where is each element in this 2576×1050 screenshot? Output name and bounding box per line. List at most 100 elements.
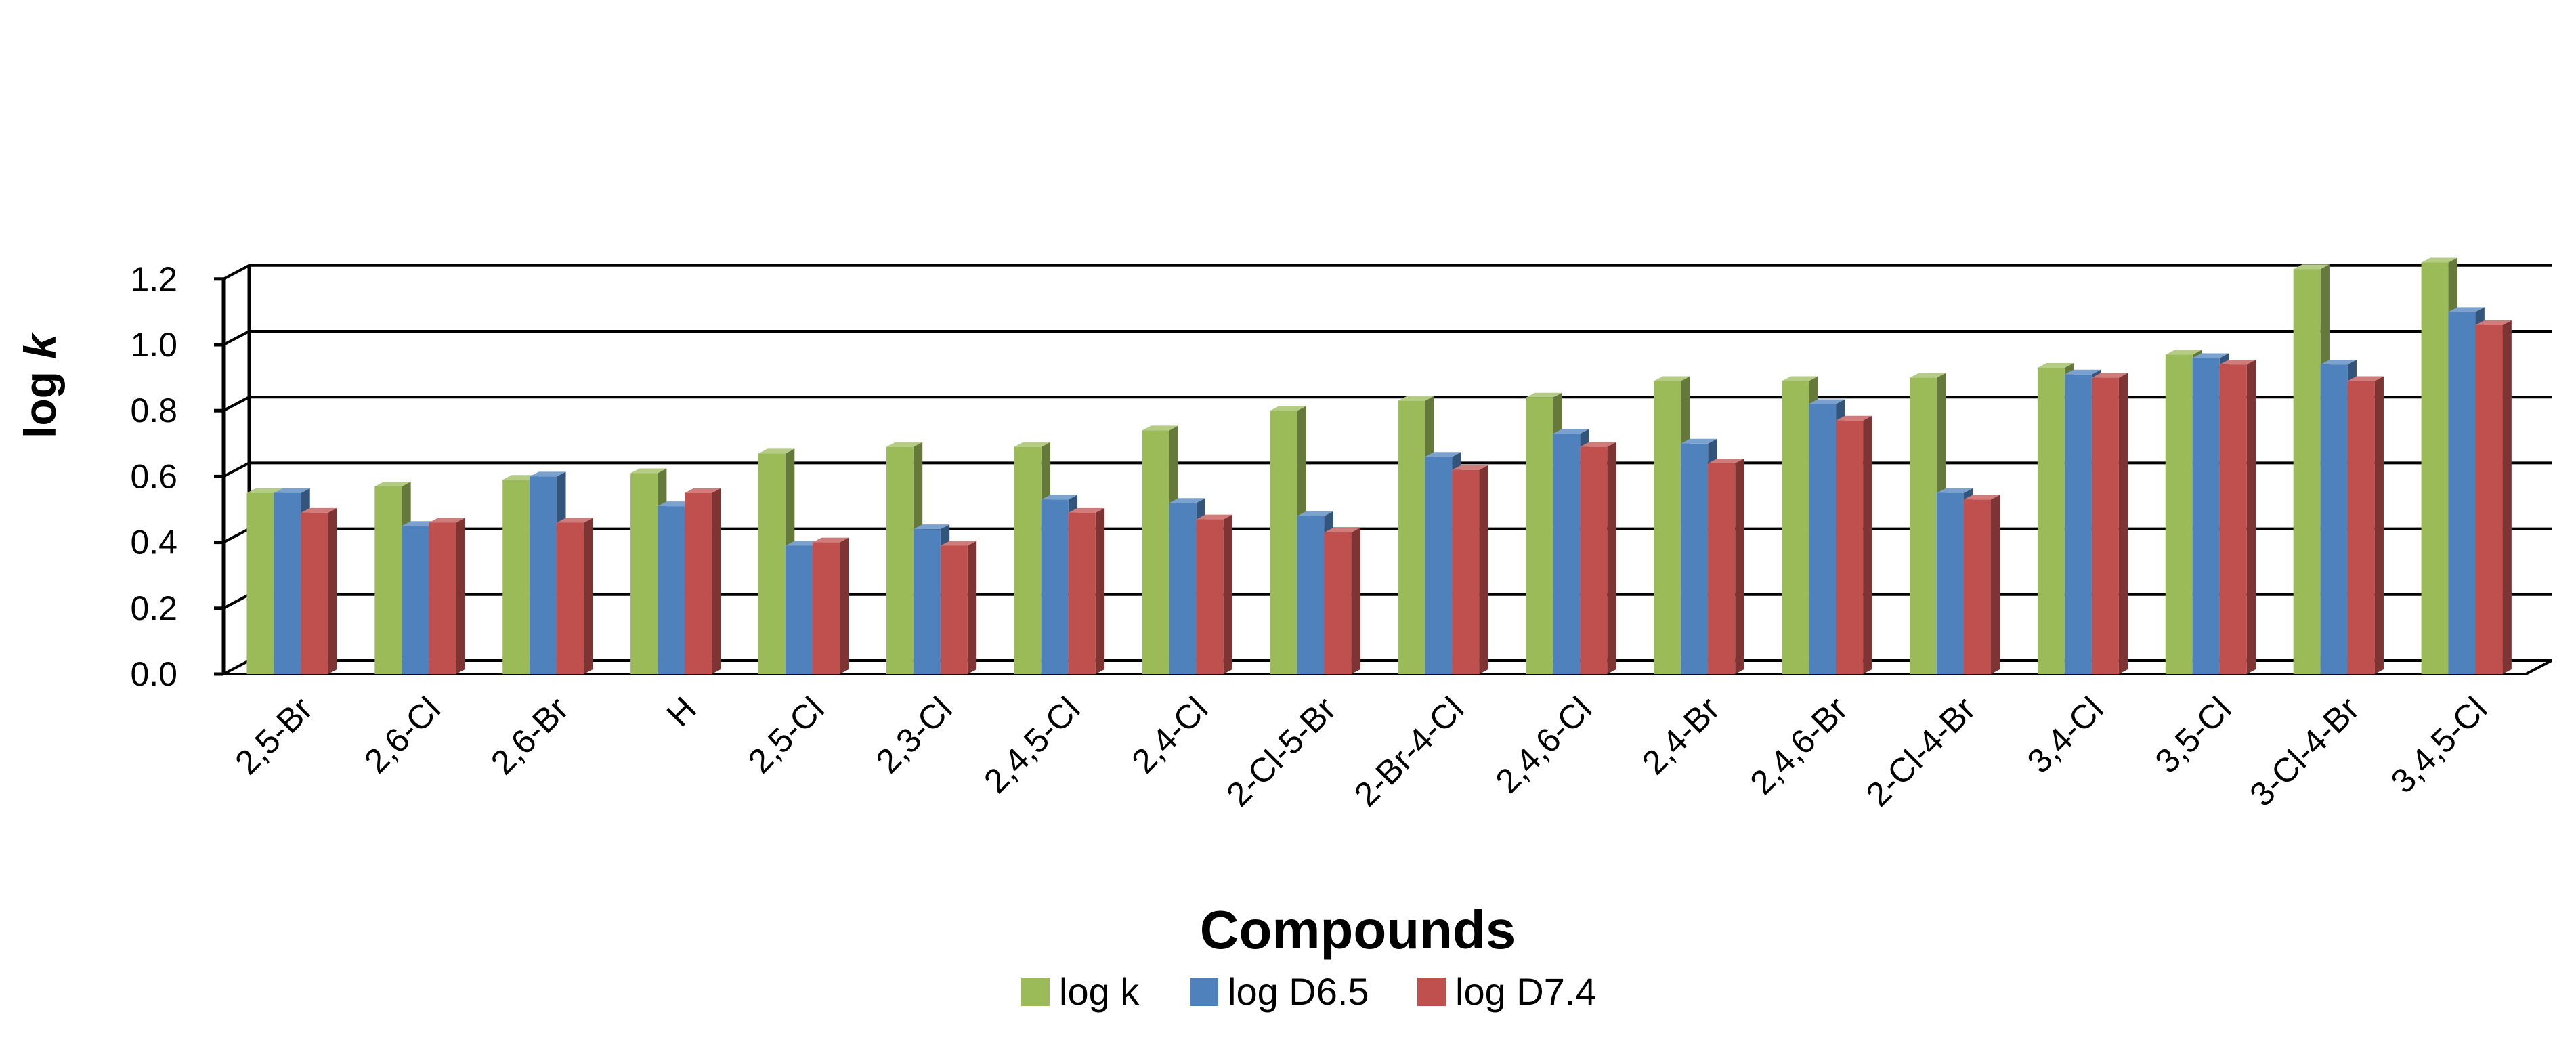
bar-front bbox=[1580, 446, 1608, 674]
bar-front bbox=[658, 506, 685, 674]
bar-log-d74 bbox=[1324, 528, 1360, 674]
gridline-depth bbox=[223, 461, 250, 478]
bar-front bbox=[1654, 381, 1681, 674]
bar-front bbox=[2165, 354, 2193, 674]
bar-top bbox=[429, 518, 465, 523]
bar-front bbox=[2421, 262, 2449, 674]
bar-top bbox=[1836, 415, 1872, 421]
bar-front bbox=[2091, 377, 2119, 674]
bar-side bbox=[584, 518, 593, 674]
bar-log-d74 bbox=[685, 488, 721, 674]
bar-top bbox=[530, 471, 566, 477]
bar-top bbox=[1041, 495, 1078, 500]
bar-front bbox=[2064, 374, 2092, 674]
x-axis-title: Compounds bbox=[1200, 900, 1516, 960]
x-tick-label: 2,6-Cl bbox=[357, 690, 448, 780]
bar-front bbox=[374, 486, 402, 674]
bar-top bbox=[913, 524, 950, 530]
bar-top bbox=[758, 448, 795, 454]
bar-top bbox=[1068, 507, 1105, 513]
x-tick-label: 3,5-Cl bbox=[2148, 690, 2239, 780]
bar-side bbox=[1223, 514, 1232, 674]
bar-front bbox=[1398, 400, 1425, 674]
bar-top bbox=[1425, 452, 1461, 457]
bar-log-d74 bbox=[940, 541, 977, 674]
bar-log-d74 bbox=[1068, 507, 1105, 674]
bar-log-d74 bbox=[2347, 376, 2384, 674]
legend-label: log D7.4 bbox=[1455, 970, 1597, 1013]
bar-top bbox=[1553, 429, 1589, 434]
bar-log-d74 bbox=[429, 518, 465, 674]
x-tick-label: 2-Cl-4-Br bbox=[1859, 690, 1983, 814]
bar-front bbox=[913, 529, 941, 674]
bar-log-d74 bbox=[1836, 415, 1872, 674]
bar-front bbox=[1425, 457, 1453, 674]
legend-swatch bbox=[1021, 978, 1050, 1006]
bar-top bbox=[1809, 399, 1845, 404]
bar-top bbox=[2091, 373, 2128, 378]
bar-side bbox=[2118, 373, 2128, 674]
bar-top bbox=[2320, 360, 2357, 365]
bar-front bbox=[1910, 377, 1937, 674]
bar-side bbox=[456, 518, 465, 674]
bar-log-d74 bbox=[1708, 458, 1744, 674]
bar-front bbox=[1553, 434, 1581, 674]
y-axis-ticks: 0.0 0.2 0.4 0.6 0.8 1.0 1.2 bbox=[130, 260, 223, 693]
bar-front bbox=[2293, 269, 2321, 675]
bar-top bbox=[2192, 353, 2229, 358]
bar-top bbox=[301, 507, 337, 513]
bar-front bbox=[886, 446, 914, 674]
bar-side bbox=[1991, 495, 2000, 674]
x-axis-labels: 2,5-Br 2,6-Cl 2,6-Br H 2,5-Cl 2,3-Cl 2,4,5-Cl 2… bbox=[228, 690, 2494, 814]
bar-top bbox=[1580, 442, 1616, 447]
x-tick-label: 3-Cl-4-Br bbox=[2242, 690, 2366, 814]
bar-front bbox=[530, 476, 557, 674]
bar-top bbox=[2421, 257, 2457, 263]
bar-top bbox=[1324, 528, 1360, 533]
x-tick-label: 2,4-Cl bbox=[1125, 690, 1216, 780]
bar-top bbox=[557, 518, 593, 523]
x-tick-label: 2,6-Br bbox=[484, 690, 576, 782]
bar-top bbox=[1964, 495, 2000, 500]
bar-side bbox=[2374, 376, 2384, 674]
bar-top bbox=[374, 481, 411, 486]
bar-front bbox=[940, 545, 968, 674]
bar-side bbox=[1351, 528, 1360, 674]
legend-label: log D6.5 bbox=[1228, 970, 1369, 1013]
bar-top bbox=[1014, 442, 1051, 447]
bar-front bbox=[1324, 532, 1352, 674]
bar-log-d74 bbox=[2091, 373, 2128, 674]
bar-top bbox=[2448, 307, 2485, 312]
bar-front bbox=[1964, 499, 1991, 674]
bar-top bbox=[2219, 360, 2256, 365]
bar-front bbox=[1297, 516, 1325, 674]
x-tick-label: 3,4-Cl bbox=[2020, 690, 2111, 780]
bar-log-d74 bbox=[1196, 514, 1232, 674]
bar-top bbox=[274, 488, 310, 493]
gridline-depth bbox=[223, 396, 250, 412]
bar-top bbox=[1142, 425, 1178, 431]
y-tick-label: 1.2 bbox=[130, 260, 177, 298]
bar-top bbox=[1782, 376, 1818, 381]
bar-log-d74 bbox=[2219, 360, 2256, 674]
legend-swatch bbox=[1417, 978, 1446, 1006]
y-tick-label: 0.4 bbox=[130, 524, 177, 562]
x-tick-label: H bbox=[660, 690, 704, 734]
bar-front bbox=[1809, 404, 1837, 674]
legend-item: log D6.5 bbox=[1190, 970, 1369, 1013]
gridline-depth bbox=[223, 593, 250, 610]
gridline-depth bbox=[223, 264, 250, 280]
bar-front bbox=[2219, 364, 2247, 674]
bar-top bbox=[813, 537, 849, 543]
bar-series bbox=[246, 257, 2512, 675]
bar-front bbox=[1142, 430, 1169, 674]
bar-front bbox=[2037, 368, 2065, 674]
y-axis-title: log k bbox=[15, 332, 65, 438]
bar-log-d74 bbox=[813, 537, 849, 674]
y-tick-label: 0.2 bbox=[130, 589, 177, 627]
bar-side bbox=[2502, 320, 2512, 675]
bar-top bbox=[1169, 498, 1205, 503]
bar-front bbox=[2192, 358, 2220, 674]
bar-top bbox=[886, 442, 923, 447]
bar-front bbox=[1526, 397, 1553, 674]
